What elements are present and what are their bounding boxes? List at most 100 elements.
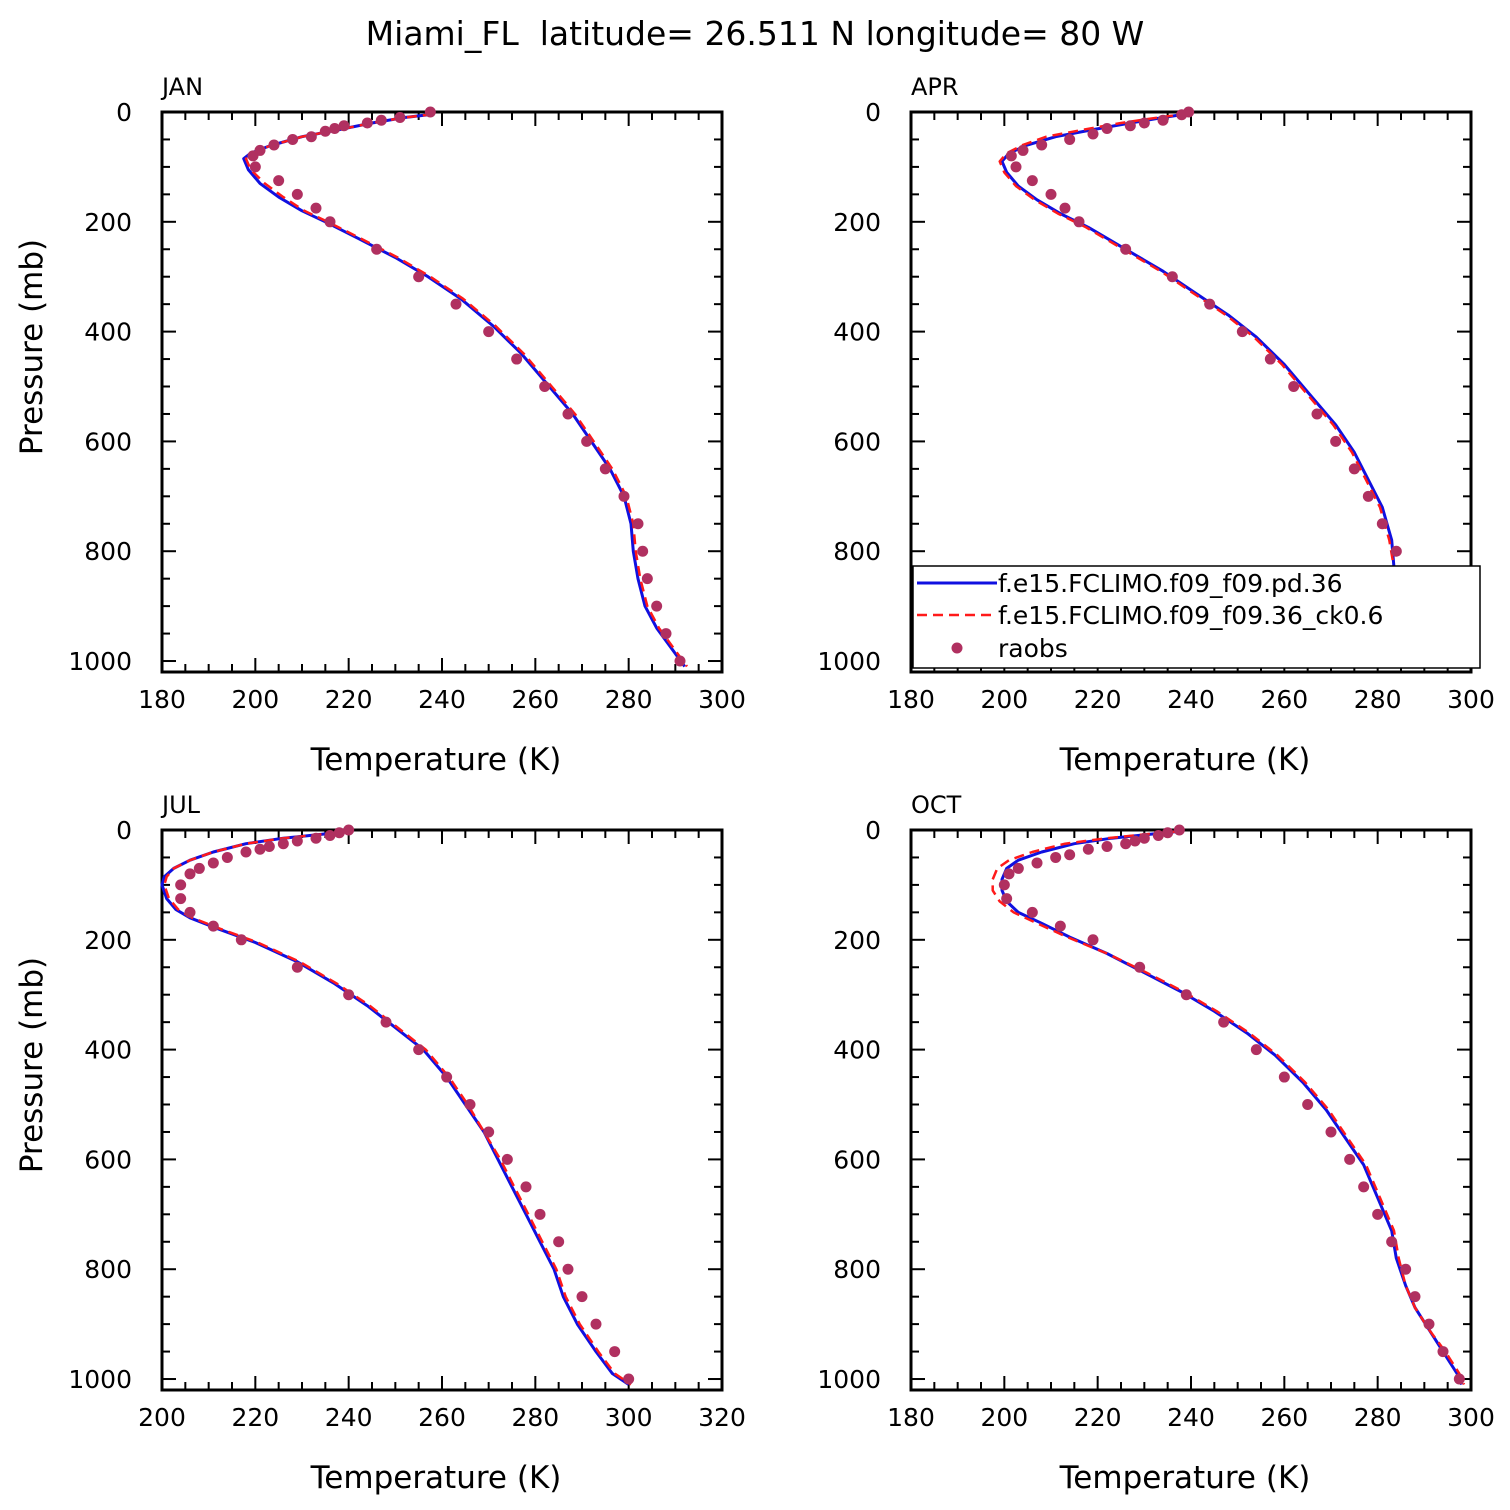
raobs-point <box>338 120 350 132</box>
x-axis-title: Temperature (K) <box>310 742 562 778</box>
y-axis-title: Pressure (mb) <box>14 957 50 1173</box>
raobs-point <box>641 573 653 585</box>
x-tick-label: 220 <box>1074 1403 1122 1432</box>
raobs-point <box>1064 133 1076 145</box>
panel-title: JUL <box>160 791 201 819</box>
x-tick-label: 220 <box>325 685 373 714</box>
raobs-point <box>1423 1318 1435 1330</box>
y-tick-label: 0 <box>116 816 132 845</box>
x-tick-label: 280 <box>1354 685 1402 714</box>
raobs-point <box>1344 1153 1356 1165</box>
raobs-point <box>464 1099 476 1111</box>
y-tick-label: 800 <box>833 537 881 566</box>
raobs-point <box>193 862 205 874</box>
raobs-point <box>1138 832 1150 844</box>
raobs-point <box>1101 122 1113 134</box>
raobs-point <box>1288 381 1300 393</box>
raobs-point <box>1036 139 1048 151</box>
raobs-point <box>319 125 331 137</box>
raobs-point <box>333 827 345 839</box>
raobs-point <box>609 1346 621 1358</box>
raobs-point <box>1386 1236 1398 1248</box>
main-title: Miami_FL latitude= 26.511 N longitude= 8… <box>366 14 1145 53</box>
x-tick-label: 300 <box>1447 685 1495 714</box>
y-tick-label: 200 <box>84 926 132 955</box>
raobs-point <box>424 106 436 118</box>
legend-label: raobs <box>998 634 1068 663</box>
raobs-point <box>618 490 630 502</box>
panel-apr: APR 180 200 220 240 260 280 300 0 200 400 600 800 100… <box>817 73 1494 778</box>
raobs-point <box>1026 175 1038 187</box>
raobs-point <box>1050 851 1062 863</box>
panel-jan: JAN 180 200 220 240 260 280 300 0 200 400 600 800 100… <box>14 73 746 778</box>
raobs-point <box>1409 1291 1421 1303</box>
raobs-point <box>599 463 611 475</box>
raobs-point <box>329 122 341 134</box>
raobs-point <box>221 851 233 863</box>
raobs-point <box>291 961 303 973</box>
legend-box <box>912 565 1481 669</box>
y-tick-label: 600 <box>833 427 881 456</box>
series-raobs <box>247 106 686 667</box>
raobs-point <box>1173 824 1185 836</box>
raobs-point <box>511 353 523 365</box>
raobs-point <box>1236 326 1248 338</box>
x-tick-label: 200 <box>980 685 1028 714</box>
raobs-point <box>1180 989 1192 1001</box>
raobs-point <box>1138 117 1150 129</box>
y-tick-label: 600 <box>84 1145 132 1174</box>
x-tick-label: 240 <box>418 685 466 714</box>
raobs-point <box>483 326 495 338</box>
raobs-point <box>576 1291 588 1303</box>
raobs-point <box>371 243 383 255</box>
raobs-point <box>268 139 280 151</box>
panel-title: OCT <box>911 791 962 819</box>
raobs-point <box>1152 829 1164 841</box>
raobs-point <box>581 435 593 447</box>
y-tick-label: 200 <box>84 208 132 237</box>
raobs-point <box>1264 353 1276 365</box>
raobs-point <box>1005 150 1017 162</box>
x-tick-label: 260 <box>418 1403 466 1432</box>
plot-frame <box>160 828 724 1392</box>
raobs-point <box>562 408 574 420</box>
raobs-point <box>413 271 425 283</box>
y-axis-title: Pressure (mb) <box>14 239 50 455</box>
raobs-point <box>674 655 686 667</box>
raobs-point <box>324 216 336 228</box>
y-tick-label: 600 <box>84 427 132 456</box>
raobs-point <box>1010 161 1022 173</box>
raobs-point <box>1250 1044 1262 1056</box>
raobs-point <box>394 111 406 123</box>
legend: f.e15.FCLIMO.f09_f09.pd.36 f.e15.FCLIMO.f… <box>912 565 1481 669</box>
raobs-point <box>539 381 551 393</box>
x-tick-label: 320 <box>698 1403 746 1432</box>
raobs-point <box>184 868 196 880</box>
raobs-point <box>637 545 649 557</box>
x-tick-label: 220 <box>1074 685 1122 714</box>
raobs-point <box>175 893 187 905</box>
y-tick-label: 1000 <box>817 1365 881 1394</box>
plot-frame <box>160 110 724 674</box>
x-tick-label: 200 <box>980 1403 1028 1432</box>
raobs-point <box>1087 128 1099 140</box>
y-tick-label: 400 <box>84 318 132 347</box>
y-tick-label: 1000 <box>817 647 881 676</box>
raobs-point <box>1045 188 1057 200</box>
raobs-point <box>1437 1346 1449 1358</box>
raobs-point <box>998 879 1010 891</box>
raobs-point <box>1059 202 1071 214</box>
raobs-point <box>1134 961 1146 973</box>
y-tick-label: 0 <box>865 98 881 127</box>
series-raobs <box>175 824 635 1385</box>
raobs-point <box>623 1373 635 1385</box>
raobs-point <box>1003 868 1015 880</box>
x-tick-label: 180 <box>138 685 186 714</box>
series-line-ck06 <box>244 112 689 668</box>
raobs-point <box>1372 1208 1384 1220</box>
x-tick-label: 260 <box>1260 685 1308 714</box>
raobs-point <box>520 1181 532 1193</box>
x-tick-label: 240 <box>1167 685 1215 714</box>
raobs-point <box>651 600 663 612</box>
